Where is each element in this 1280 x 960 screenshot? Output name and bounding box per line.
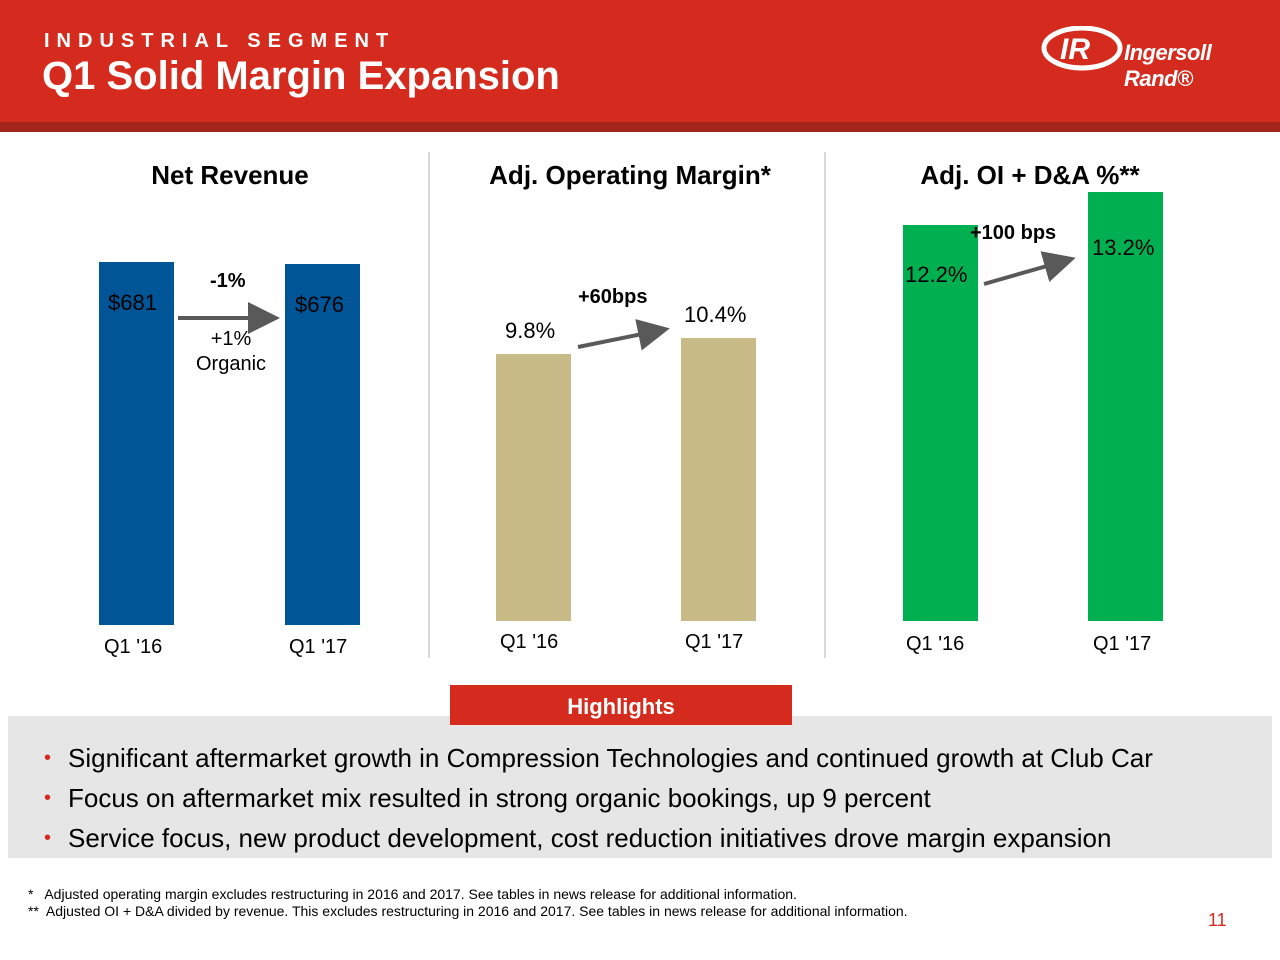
- arrow-adj-op-margin: [577, 319, 670, 351]
- bullet-icon: •: [44, 747, 52, 769]
- highlights-list: • Significant aftermarket growth in Compr…: [44, 738, 1153, 858]
- highlights-label: Highlights: [450, 685, 792, 725]
- data-label: 9.8%: [505, 318, 556, 343]
- x-tick-label: Q1 '17: [1093, 633, 1152, 655]
- list-item: • Significant aftermarket growth in Compr…: [44, 738, 1153, 778]
- data-label: $676: [295, 292, 344, 317]
- bar-adj-op-margin-q1-16: [496, 354, 571, 621]
- highlights-panel: [8, 716, 1272, 858]
- x-tick-label: Q1 '16: [906, 633, 965, 655]
- logo-text: Ingersoll Rand®: [1124, 40, 1212, 91]
- list-item: • Service focus, new product development,…: [44, 818, 1153, 858]
- chart-title-adj-operating-margin: Adj. Operating Margin*: [489, 160, 771, 190]
- page-title: Q1 Solid Margin Expansion: [42, 54, 560, 98]
- header-banner: [0, 0, 1280, 122]
- footnote: * Adjusted operating margin excludes res…: [28, 886, 797, 902]
- arrow-adj-oi-da: [983, 251, 1076, 286]
- change-label-adj-oi-da: +100 bps: [970, 222, 1057, 244]
- bullet-icon: •: [44, 827, 52, 849]
- bar-adj-oi-da-q1-17: [1088, 192, 1163, 621]
- organic-label: Organic: [195, 353, 267, 375]
- bar-adj-oi-da-q1-16: [903, 224, 978, 621]
- segment-label: INDUSTRIAL SEGMENT: [44, 30, 396, 52]
- chart-title-adj-oi-da: Adj. OI + D&A %**: [920, 160, 1140, 190]
- x-tick-label: Q1 '16: [104, 636, 163, 658]
- bullet-text: Service focus, new product development, …: [68, 823, 1112, 853]
- chart-title-net-revenue: Net Revenue: [151, 160, 309, 190]
- ingersoll-rand-logo: IR: [1041, 26, 1123, 71]
- organic-growth-label: +1%: [210, 328, 252, 350]
- x-tick-label: Q1 '17: [685, 631, 744, 653]
- change-label-adj-op-margin: +60bps: [578, 286, 648, 308]
- bullet-icon: •: [44, 787, 52, 809]
- chart-divider: [824, 152, 826, 658]
- data-label: 12.2%: [905, 262, 968, 287]
- change-arrows: [178, 251, 1076, 351]
- x-tick-label: Q1 '16: [500, 631, 559, 653]
- bullet-text: Significant aftermarket growth in Compre…: [68, 743, 1153, 773]
- footnote: ** Adjusted OI + D&A divided by revenue.…: [28, 903, 908, 919]
- data-label: 10.4%: [684, 302, 747, 327]
- bar-adj-op-margin-q1-17: [681, 337, 756, 621]
- data-label: 13.2%: [1092, 235, 1155, 260]
- header-band: [0, 122, 1280, 132]
- bar-net-revenue-q1-16: [99, 261, 174, 625]
- list-item: • Focus on aftermarket mix resulted in st…: [44, 778, 1153, 818]
- bar-net-revenue-q1-17: [285, 264, 360, 625]
- bullet-text: Focus on aftermarket mix resulted in str…: [68, 783, 931, 813]
- x-tick-label: Q1 '17: [289, 636, 348, 658]
- svg-text:IR: IR: [1060, 33, 1090, 66]
- data-label: $681: [108, 290, 157, 315]
- change-label-net-revenue: -1%: [210, 270, 246, 292]
- chart-divider: [428, 152, 430, 658]
- page-number: 11: [1208, 910, 1227, 930]
